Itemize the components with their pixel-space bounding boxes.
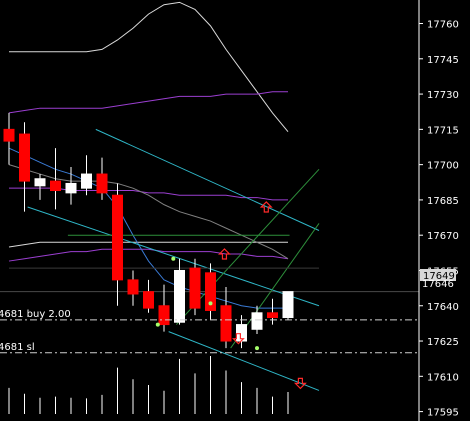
y-tick-label-3: 17715 — [427, 125, 459, 136]
up-arrow-icon-0 — [259, 201, 273, 213]
candle-13 — [205, 263, 216, 320]
order-lines: 4681 buy 2.00 4681 sl — [0, 309, 419, 354]
candle-body-1 — [19, 133, 30, 182]
y-tick-label-0: 17760 — [427, 20, 459, 31]
candle-10 — [158, 284, 170, 332]
candle-4 — [65, 166, 77, 205]
candle-2 — [34, 174, 46, 200]
candle-body-13 — [205, 272, 216, 311]
order-line-label-1: 4681 sl — [0, 342, 35, 353]
down-arrow-icon-3 — [293, 377, 307, 390]
price-axis: 1776017745177301771517700176851767017655… — [418, 0, 459, 421]
candle-body-5 — [81, 173, 92, 189]
y-tick-label-10: 17610 — [427, 372, 459, 383]
down-arrow-icon-2 — [231, 333, 245, 345]
channel-line-2 — [168, 331, 320, 391]
candle-body-0 — [3, 128, 15, 142]
candle-14 — [220, 286, 232, 349]
candle-body-9 — [143, 291, 154, 309]
candle-body-16 — [251, 312, 263, 330]
signal-dot-1 — [208, 301, 213, 306]
channel-line-1 — [27, 206, 320, 307]
candle-1 — [19, 122, 30, 212]
y-tick-label-8: 17640 — [427, 302, 459, 313]
y-tick-label-6: 17670 — [427, 231, 459, 242]
candle-body-14 — [220, 305, 232, 342]
moving-average-0 — [9, 1, 289, 133]
signal-dot-0 — [171, 256, 176, 261]
y-tick-label-1: 17745 — [427, 55, 459, 66]
volume-bars — [8, 356, 289, 414]
candle-body-3 — [50, 180, 61, 192]
candle-18 — [282, 291, 294, 320]
candle-12 — [189, 258, 201, 316]
signal-dot-2 — [155, 322, 160, 327]
candle-8 — [127, 270, 139, 306]
candle-9 — [143, 279, 154, 313]
candle-3 — [50, 148, 61, 210]
candle-body-17 — [267, 312, 278, 319]
candle-11 — [174, 258, 185, 325]
candle-body-2 — [34, 178, 46, 187]
last-price-label: 17646 — [422, 279, 454, 290]
signal-markers — [155, 201, 307, 390]
up-arrow-icon-1 — [218, 248, 231, 260]
candle-body-18 — [282, 291, 294, 319]
moving-average-1 — [8, 91, 288, 114]
candle-body-10 — [158, 305, 170, 326]
channel-line-0 — [95, 128, 320, 231]
y-tick-label-4: 17700 — [427, 161, 459, 172]
candle-5 — [81, 155, 92, 196]
signal-dot-3 — [255, 346, 259, 351]
candle-body-7 — [112, 194, 123, 281]
y-tick-label-2: 17730 — [427, 90, 459, 101]
current-price-badge-value: 17649 — [423, 271, 455, 282]
candles — [3, 112, 294, 349]
order-line-label-0: 4681 buy 2.00 — [0, 309, 71, 320]
candle-7 — [112, 183, 123, 306]
candle-body-8 — [127, 279, 139, 295]
y-tick-label-9: 17625 — [427, 337, 459, 348]
current-price-badge — [420, 269, 456, 281]
candle-body-12 — [189, 267, 201, 309]
candle-body-6 — [96, 173, 108, 194]
moving-average-3 — [8, 241, 288, 248]
candle-0 — [3, 112, 15, 165]
candle-body-11 — [174, 269, 185, 323]
y-tick-label-5: 17685 — [427, 196, 459, 207]
candle-body-4 — [65, 182, 77, 194]
candle-6 — [96, 157, 108, 200]
y-tick-label-11: 17595 — [427, 408, 459, 419]
